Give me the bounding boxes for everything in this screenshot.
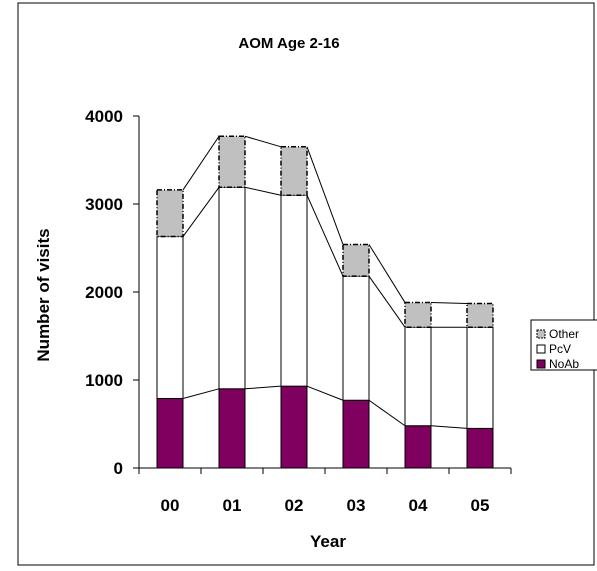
legend-label-noab: NoAb — [549, 357, 579, 371]
x-axis-title: Year — [310, 532, 346, 551]
bar-other-03 — [342, 243, 370, 277]
y-tick-label: 2000 — [85, 283, 123, 302]
series-connector-noab — [368, 399, 406, 427]
bar-pcv-01 — [218, 186, 246, 390]
bar-other-01 — [218, 135, 246, 189]
bar-other-04 — [404, 301, 432, 328]
legend-label-pcv: PcV — [549, 342, 571, 356]
series-connector-pcv — [182, 186, 220, 237]
series-connector-other — [430, 302, 468, 304]
legend-swatch-noab — [536, 359, 546, 369]
x-tick-label: 05 — [471, 496, 490, 515]
series-connector-noab — [306, 385, 344, 401]
bar-other-00 — [156, 189, 184, 238]
series-connector-noab — [182, 388, 220, 399]
series-connector-other — [306, 146, 344, 245]
series-connector-pcv — [244, 186, 282, 196]
x-tick-label: 03 — [347, 496, 366, 515]
series-connector-other — [368, 244, 406, 303]
bar-pcv-02 — [280, 194, 308, 387]
bar-other-05 — [466, 302, 494, 328]
x-tick-label: 02 — [285, 496, 304, 515]
series-connector-noab — [430, 425, 468, 429]
bar-noab-03 — [342, 399, 370, 469]
series-connector-noab — [244, 385, 282, 390]
bar-pcv-04 — [404, 326, 432, 427]
series-connector-other — [182, 135, 220, 191]
chart-title: AOM Age 2-16 — [238, 35, 339, 52]
series-connector-pcv — [368, 275, 406, 328]
bar-pcv-05 — [466, 326, 494, 429]
y-tick-label: 3000 — [85, 195, 123, 214]
plot-layer: 0 1000 2000 3000 4000 00 01 02 03 04 05 — [85, 107, 512, 515]
bar-pcv-00 — [156, 236, 184, 399]
bar-noab-00 — [156, 397, 184, 469]
legend-swatch-pcv — [536, 344, 546, 354]
bar-noab-04 — [404, 425, 432, 469]
y-tick-label: 1000 — [85, 371, 123, 390]
x-tick-label: 00 — [161, 496, 180, 515]
y-axis-title: Number of visits — [34, 228, 53, 361]
x-tick-label: 04 — [409, 496, 428, 515]
bar-noab-02 — [280, 385, 308, 469]
x-tick-label: 01 — [223, 496, 242, 515]
bar-noab-01 — [218, 388, 246, 469]
bar-other-02 — [280, 146, 308, 196]
bar-pcv-03 — [342, 275, 370, 401]
y-tick-label: 4000 — [85, 107, 123, 126]
series-connector-pcv — [306, 194, 344, 277]
bar-noab-05 — [466, 427, 494, 469]
y-tick-label: 0 — [114, 459, 123, 478]
legend-label-other: Other — [549, 327, 579, 341]
series-connector-other — [244, 135, 282, 148]
legend-swatch-other — [536, 329, 546, 339]
